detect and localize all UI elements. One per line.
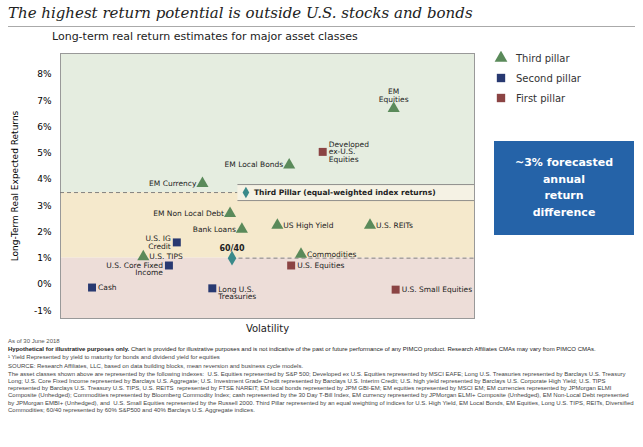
svg-text:60/40: 60/40 [219, 244, 245, 253]
html-text:Hypothetical for illustrative: Hypothetical for illustrative purposes o… [8, 346, 596, 353]
html-text:The highest return potential i: The highest return potential is outside … [8, 4, 473, 22]
svg-text:Long-Term Real Expected Return: Long-Term Real Expected Returns [10, 110, 20, 261]
html-text:The asset classes shown above: The asset classes shown above are repres… [8, 370, 636, 413]
svg-text:1%: 1% [37, 253, 52, 263]
svg-text:4%: 4% [37, 174, 52, 184]
svg-text:7%: 7% [37, 96, 52, 106]
svg-text:EM Non Local Debt: EM Non Local Debt [153, 209, 224, 218]
svg-text:Bank Loans: Bank Loans [193, 225, 236, 234]
svg-text:3%: 3% [37, 201, 52, 211]
svg-text:Volatility: Volatility [246, 323, 289, 334]
svg-text:Long U.S.Treasuries: Long U.S.Treasuries [217, 285, 256, 302]
svg-text:6%: 6% [37, 122, 52, 132]
svg-text:EM Local Bonds: EM Local Bonds [225, 160, 284, 169]
html-text:Third pillar: Third pillar [516, 52, 570, 64]
html-text:~3% forecasted annual return d: ~3% forecasted annual return difference [515, 156, 613, 219]
svg-text:U.S. REITs: U.S. REITs [376, 221, 413, 230]
svg-text:5%: 5% [37, 148, 52, 158]
svg-text:U.S. Equities: U.S. Equities [297, 261, 344, 270]
html-text:Long-term real return estimate: Long-term real return estimates for majo… [52, 30, 358, 43]
svg-text:EM Currency: EM Currency [149, 179, 197, 188]
svg-text:Third Pillar (equal-weighted i: Third Pillar (equal-weighted index retur… [254, 188, 436, 197]
html-text:¹ Yield Represented by yield t: ¹ Yield Represented by yield to maturity… [8, 354, 220, 361]
svg-text:0%: 0% [37, 279, 52, 289]
svg-text:U.S. TIPS: U.S. TIPS [149, 252, 183, 262]
html-text:SOURCE: Research Affiliates, L: SOURCE: Research Affiliates, LLC, based … [8, 362, 303, 369]
svg-text:U.S. IGCredit: U.S. IGCredit [145, 234, 171, 251]
svg-text:8%: 8% [37, 69, 52, 79]
svg-text:EMEquities: EMEquities [379, 87, 409, 104]
svg-text:2%: 2% [37, 227, 52, 237]
svg-text:Commodities: Commodities [307, 250, 357, 259]
html-text:As of 30 June 2018: As of 30 June 2018 [8, 338, 60, 344]
html-text:First pillar: First pillar [516, 92, 566, 104]
svg-text:-1%: -1% [34, 306, 52, 316]
svg-text:Developedex-U.S.Equities: Developedex-U.S.Equities [329, 140, 369, 164]
svg-text:Cash: Cash [98, 283, 117, 292]
svg-text:U.S. Small Equities: U.S. Small Equities [402, 285, 473, 294]
html-text:Second pillar: Second pillar [516, 72, 581, 84]
svg-text:U.S. Core FixedIncome: U.S. Core FixedIncome [106, 261, 163, 278]
svg-text:US High Yield: US High Yield [283, 221, 333, 230]
